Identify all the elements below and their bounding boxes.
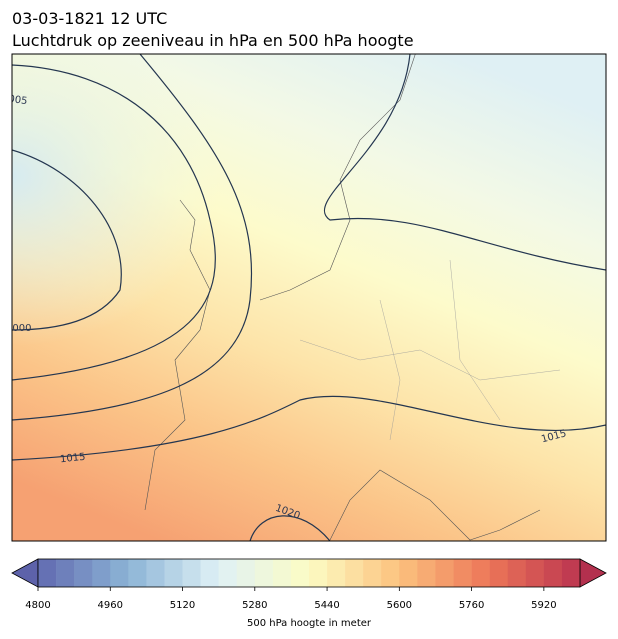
colorbar-bin	[507, 559, 527, 587]
colorbar-label: 500 hPa hoogte in meter	[247, 618, 372, 629]
colorbar-tick-label: 4960	[98, 600, 123, 611]
colorbar-bin	[290, 559, 310, 587]
colorbar-tick-label: 5120	[170, 600, 195, 611]
colorbar-tick-label: 5440	[314, 600, 339, 611]
colorbar-extend-low	[11, 558, 39, 588]
colorbar-bin	[200, 559, 219, 587]
colorbar-bin	[236, 559, 256, 587]
colorbar-tick-label: 5280	[242, 600, 267, 611]
contour	[12, 54, 253, 421]
map: 1005 1000 1015 1020 1015	[1, 54, 606, 541]
contour	[323, 54, 606, 271]
colorbar-bin	[543, 559, 563, 587]
colorbar-bin	[74, 559, 93, 587]
colorbar-bin	[92, 559, 111, 587]
colorbar-extend-high	[579, 558, 607, 588]
colorbar-frame	[37, 558, 581, 588]
colorbar-tick-label: 5600	[387, 600, 412, 611]
colorbar-bin	[254, 559, 274, 587]
colorbar-bin	[309, 559, 328, 587]
colorbar-tick-label: 4800	[25, 600, 50, 611]
contour	[12, 149, 122, 331]
colorbar-bin	[38, 559, 57, 587]
colorbar-bin	[56, 559, 75, 587]
colorbar-bin	[435, 559, 454, 587]
low-area	[12, 54, 606, 541]
colorbar-tick-label: 5760	[459, 600, 484, 611]
contour-label: 1015	[60, 452, 86, 466]
border	[299, 259, 561, 441]
colorbar-bin	[363, 559, 382, 587]
contour-label: 1005	[1, 93, 28, 107]
colorbar-bin	[453, 559, 472, 587]
colorbar-bin	[128, 559, 147, 587]
contour	[12, 395, 606, 461]
colorbar-bin	[399, 559, 418, 587]
colorbar-bin	[164, 559, 183, 587]
contour-label: 1000	[6, 323, 31, 334]
colorbar-bin	[182, 559, 201, 587]
colorbar-bin	[561, 559, 581, 587]
colorbar-bin	[381, 559, 400, 587]
colorbar-bin	[218, 559, 238, 587]
map-title: Luchtdruk op zeeniveau in hPa en 500 hPa…	[12, 31, 414, 50]
coastline	[144, 54, 541, 541]
colorbar-bin	[110, 559, 129, 587]
colorbar-tick-label: 5920	[531, 600, 556, 611]
colorbar-bin	[272, 559, 292, 587]
colorbar-bin	[146, 559, 165, 587]
colorbar-bin	[471, 559, 490, 587]
colorbar-bin	[345, 559, 364, 587]
colorbar: 4800 4960 5120 5280 5440 5600 5760 5920	[11, 558, 607, 611]
map-frame	[11, 53, 607, 542]
colorbar-bin	[417, 559, 436, 587]
contour	[12, 64, 216, 381]
colorbar-bin	[525, 559, 545, 587]
colorbar-bin	[489, 559, 509, 587]
colorbar-bin	[327, 559, 346, 587]
date-title: 03-03-1821 12 UTC	[12, 9, 167, 28]
contour	[249, 515, 331, 541]
